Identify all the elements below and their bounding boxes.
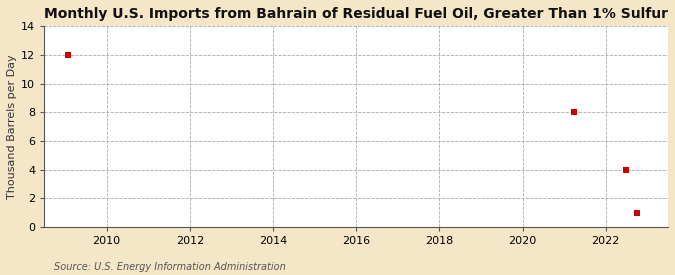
Point xyxy=(569,110,580,114)
Point xyxy=(621,167,632,172)
Text: Source: U.S. Energy Information Administration: Source: U.S. Energy Information Administ… xyxy=(54,262,286,272)
Title: Monthly U.S. Imports from Bahrain of Residual Fuel Oil, Greater Than 1% Sulfur: Monthly U.S. Imports from Bahrain of Res… xyxy=(44,7,668,21)
Point xyxy=(63,53,74,57)
Point xyxy=(632,210,643,215)
Y-axis label: Thousand Barrels per Day: Thousand Barrels per Day xyxy=(7,54,17,199)
